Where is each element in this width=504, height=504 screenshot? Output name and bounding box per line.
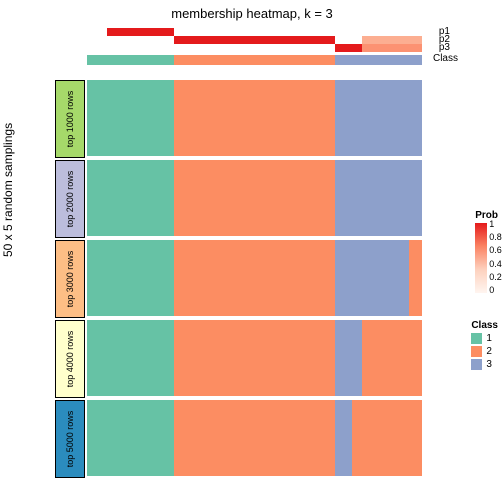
heatmap-segment	[87, 240, 174, 316]
row-label-box: top 1000 rows	[55, 80, 85, 158]
heatmap-segment	[174, 400, 335, 476]
prob-tick: 0.4	[489, 259, 502, 269]
heatmap-row: top 2000 rows	[55, 160, 422, 236]
heatmap-row: top 4000 rows	[55, 320, 422, 396]
prob-gradient: 10.80.60.40.20	[475, 223, 487, 293]
heatmap-segment	[87, 44, 335, 52]
row-heat	[87, 400, 422, 476]
row-label-text: top 2000 rows	[65, 167, 75, 231]
heatmap-segment	[335, 400, 352, 476]
heatmap-segment	[335, 160, 422, 236]
row-heat	[87, 240, 422, 316]
heatmap-segment	[87, 28, 107, 36]
prob-legend-title: Prob	[475, 210, 498, 221]
row-label-box: top 3000 rows	[55, 240, 85, 318]
row-label-box: top 5000 rows	[55, 400, 85, 478]
heatmap-segment	[362, 28, 422, 36]
heatmap-segment	[362, 36, 422, 44]
chart-title: membership heatmap, k = 3	[0, 6, 504, 21]
heatmap-segment	[87, 55, 174, 65]
heatmap-segment	[174, 240, 335, 316]
heatmap-segment	[174, 28, 362, 36]
class-legend-label: 3	[486, 359, 492, 370]
class-legend-item: 3	[471, 359, 498, 370]
row-label-box: top 2000 rows	[55, 160, 85, 238]
class-legend-item: 2	[471, 346, 498, 357]
heatmap-segment	[362, 320, 422, 396]
heatmap-segment	[87, 400, 174, 476]
heatmap-row: top 5000 rows	[55, 400, 422, 476]
heatmap-segment	[174, 36, 335, 44]
prob-tick: 1	[489, 219, 494, 229]
heatmap-segment	[174, 80, 335, 156]
class-legend-label: 2	[486, 346, 492, 357]
top-annotations: p1 p2 p3 Class	[87, 28, 422, 65]
heatmap-segment	[174, 55, 335, 65]
prob-tick: 0.2	[489, 272, 502, 282]
heatmap-segment	[174, 320, 335, 396]
row-label-box: top 4000 rows	[55, 320, 85, 398]
class-legend-label: 1	[486, 333, 492, 344]
heatmap-segment	[335, 80, 422, 156]
class-swatch	[471, 333, 482, 344]
heatmap-segment	[335, 44, 362, 52]
y-axis-label: 50 x 5 random samplings	[1, 123, 15, 257]
prob-legend: Prob 10.80.60.40.20	[475, 210, 498, 293]
heatmap-segment	[335, 36, 362, 44]
p3-row: p3	[87, 44, 422, 52]
heatmap-segment	[409, 240, 422, 316]
heatmap-main: top 1000 rows top 2000 rows top 3000 rows t…	[55, 80, 422, 480]
heatmap-segment	[87, 160, 174, 236]
p3-label: p3	[439, 42, 450, 53]
heatmap-row: top 1000 rows	[55, 80, 422, 156]
p2-row: p2	[87, 36, 422, 44]
row-label-text: top 1000 rows	[65, 87, 75, 151]
heatmap-segment	[87, 36, 174, 44]
heatmap-segment	[335, 320, 362, 396]
class-label: Class	[433, 53, 458, 64]
heatmap-segment	[352, 400, 422, 476]
row-label-text: top 5000 rows	[65, 407, 75, 471]
prob-tick: 0.8	[489, 232, 502, 242]
heatmap-segment	[335, 240, 409, 316]
class-swatch	[471, 359, 482, 370]
class-swatch	[471, 346, 482, 357]
heatmap-row: top 3000 rows	[55, 240, 422, 316]
heatmap-segment	[362, 44, 422, 52]
class-legend-title: Class	[471, 320, 498, 331]
row-heat	[87, 320, 422, 396]
row-label-text: top 3000 rows	[65, 247, 75, 311]
heatmap-segment	[87, 320, 174, 396]
heatmap-segment	[174, 160, 335, 236]
heatmap-segment	[87, 80, 174, 156]
class-legend: Class 1 2 3	[471, 320, 498, 372]
row-heat	[87, 80, 422, 156]
row-label-text: top 4000 rows	[65, 327, 75, 391]
row-heat	[87, 160, 422, 236]
heatmap-segment	[335, 55, 422, 65]
class-legend-item: 1	[471, 333, 498, 344]
prob-tick: 0.6	[489, 245, 502, 255]
class-row: Class	[87, 55, 422, 65]
p1-row: p1	[87, 28, 422, 36]
heatmap-segment	[107, 28, 174, 36]
prob-ticks: 10.80.60.40.20	[489, 223, 504, 293]
prob-tick: 0	[489, 285, 494, 295]
